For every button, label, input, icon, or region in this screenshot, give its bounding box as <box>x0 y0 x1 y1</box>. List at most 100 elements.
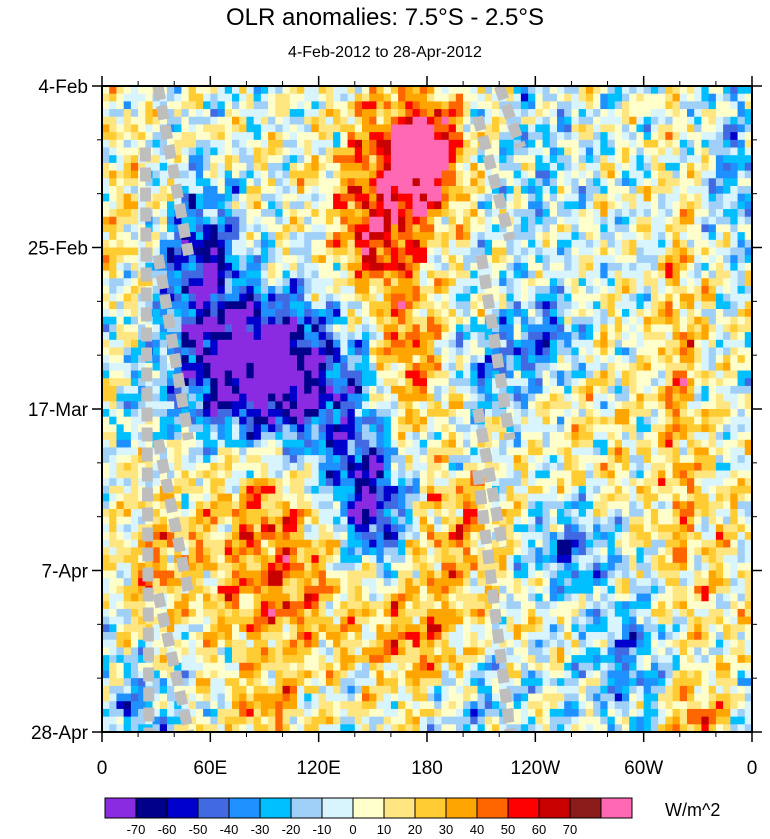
heatmap-cell <box>347 416 356 425</box>
heatmap-cell <box>340 624 349 633</box>
heatmap-cell <box>109 293 118 302</box>
heatmap-cell <box>448 601 457 610</box>
heatmap-cell <box>455 293 464 302</box>
heatmap-cell <box>398 416 406 425</box>
heatmap-cell <box>217 209 226 218</box>
heatmap-cell <box>506 209 515 218</box>
heatmap-cell <box>188 232 197 241</box>
heatmap-cell <box>246 701 255 710</box>
heatmap-cell <box>297 516 305 525</box>
heatmap-cell <box>318 409 327 418</box>
heatmap-cell <box>260 101 269 110</box>
heatmap-cell <box>217 101 226 110</box>
heatmap-cell <box>109 255 118 264</box>
heatmap-cell <box>253 478 262 487</box>
heatmap-cell <box>130 693 139 702</box>
heatmap-cell <box>405 570 414 579</box>
heatmap-cell <box>195 378 204 387</box>
heatmap-cell <box>246 109 255 118</box>
heatmap-cell <box>282 455 291 464</box>
heatmap-cell <box>109 678 118 687</box>
heatmap-cell <box>188 601 197 610</box>
heatmap-cell <box>506 362 515 372</box>
heatmap-cell <box>455 632 464 641</box>
heatmap-cell <box>369 655 378 664</box>
heatmap-cell <box>448 255 457 264</box>
heatmap-cell <box>499 424 508 433</box>
heatmap-cell <box>398 155 406 164</box>
heatmap-cell <box>383 708 392 718</box>
heatmap-cell <box>463 601 471 610</box>
heatmap-cell <box>383 185 392 195</box>
heatmap-cell <box>528 93 536 102</box>
heatmap-cell <box>181 293 190 302</box>
heatmap-cell <box>448 116 457 126</box>
heatmap-cell <box>325 224 334 233</box>
heatmap-cell <box>268 170 276 179</box>
heatmap-cell <box>203 285 211 295</box>
heatmap-cell <box>477 501 486 510</box>
heatmap-cell <box>463 624 471 633</box>
heatmap-cell <box>217 216 226 226</box>
heatmap-cell <box>470 693 479 702</box>
heatmap-cell <box>109 262 118 272</box>
heatmap-cell <box>275 347 284 356</box>
heatmap-cell <box>347 701 356 710</box>
heatmap-cell <box>362 724 370 732</box>
heatmap-cell <box>289 262 298 272</box>
heatmap-cell <box>412 355 421 364</box>
heatmap-cell <box>506 285 515 295</box>
heatmap-cell <box>434 293 443 302</box>
heatmap-cell <box>412 662 421 672</box>
heatmap-cell <box>210 547 219 556</box>
heatmap-cell <box>116 447 125 456</box>
heatmap-cell <box>340 701 349 710</box>
heatmap-cell <box>419 109 428 118</box>
heatmap-cell <box>297 708 305 718</box>
heatmap-cell <box>123 255 132 264</box>
heatmap-cell <box>419 516 428 525</box>
heatmap-cell <box>130 178 139 187</box>
heatmap-cell <box>253 608 262 618</box>
heatmap-cell <box>513 155 522 164</box>
heatmap-cell <box>282 347 291 356</box>
heatmap-cell <box>203 585 211 595</box>
heatmap-cell <box>289 193 298 202</box>
heatmap-cell <box>152 524 161 533</box>
heatmap-cell <box>282 309 291 318</box>
heatmap-cell <box>224 362 233 372</box>
heatmap-cell <box>333 416 341 425</box>
heatmap-cell <box>138 401 146 410</box>
heatmap-cell <box>253 439 262 449</box>
heatmap-cell <box>492 432 500 441</box>
heatmap-cell <box>412 570 421 579</box>
heatmap-cell <box>275 608 284 618</box>
heatmap-cell <box>340 447 349 456</box>
heatmap-cell <box>224 662 233 672</box>
heatmap-cell <box>152 293 161 302</box>
heatmap-cell <box>427 324 435 333</box>
heatmap-cell <box>318 570 327 579</box>
heatmap-cell <box>318 601 327 610</box>
heatmap-cell <box>246 662 255 672</box>
heatmap-cell <box>167 201 175 210</box>
heatmap-cell <box>268 532 276 541</box>
heatmap-cell <box>275 593 284 602</box>
heatmap-cell <box>311 485 320 495</box>
heatmap-cell <box>239 216 248 226</box>
heatmap-cell <box>477 285 486 295</box>
heatmap-cell <box>203 385 211 395</box>
heatmap-cell <box>181 647 190 656</box>
heatmap-cell <box>362 86 370 95</box>
heatmap-cell <box>362 524 370 533</box>
heatmap-cell <box>109 362 118 372</box>
heatmap-cell <box>239 485 248 495</box>
heatmap-cell <box>492 716 500 725</box>
heatmap-cell <box>217 547 226 556</box>
heatmap-cell <box>405 478 414 487</box>
heatmap-cell <box>210 185 219 195</box>
heatmap-cell <box>354 224 363 233</box>
heatmap-cell <box>246 524 255 533</box>
heatmap-cell <box>123 478 132 487</box>
heatmap-cell <box>138 624 146 633</box>
